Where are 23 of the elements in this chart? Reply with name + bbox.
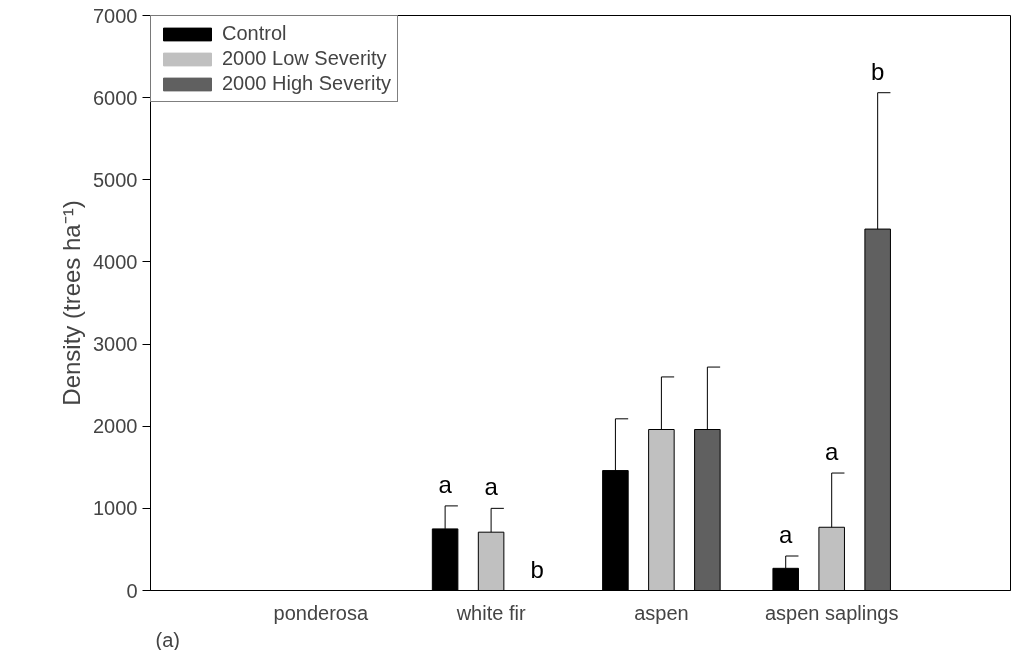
data-label: a [484,473,499,501]
data-label: b [530,555,544,583]
y-tick-label: 1000 [93,497,138,520]
x-tick-label: white fir [455,601,526,624]
annotation: b [870,57,885,85]
legend-label: 2000 High Severity [222,72,391,95]
data-label: a [825,438,840,466]
x-tick-label: ponderosa [273,601,369,624]
y-tick-label: 3000 [93,333,138,356]
legend-label: 2000 Low Severity [222,47,387,70]
y-tick-label: 4000 [93,250,138,273]
text: (a) [155,628,180,651]
y-tick-label: 6000 [93,86,138,109]
y-tick-label: 2000 [93,415,138,438]
x-tick-label: aspen [634,601,689,624]
y-tick-label: 5000 [93,168,138,191]
y-axis-title: Density (trees ha⁻¹) [58,200,86,406]
y-tick-label: 0 [126,579,138,602]
x-tick-label: aspen saplings [764,601,899,624]
legend-label: Control [222,22,287,45]
data-label: a [438,470,453,498]
y-tick-label: 7000 [93,4,138,27]
data-label: a [779,521,794,548]
